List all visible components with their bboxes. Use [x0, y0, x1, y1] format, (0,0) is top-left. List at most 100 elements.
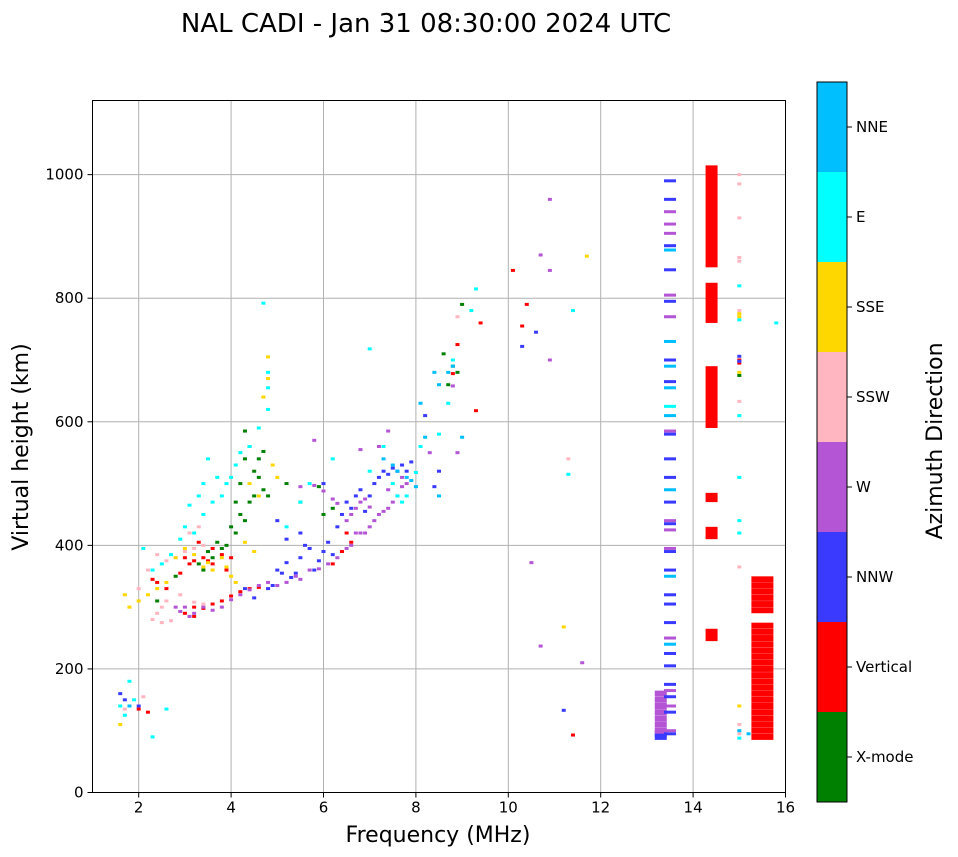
data-point	[224, 543, 229, 547]
data-point	[298, 485, 303, 489]
data-point	[737, 361, 742, 365]
data-point	[751, 709, 774, 716]
data-point	[441, 352, 446, 356]
data-point	[547, 358, 552, 362]
data-point	[751, 665, 774, 672]
data-point	[219, 494, 224, 498]
data-point	[256, 494, 261, 498]
data-point	[219, 553, 224, 557]
data-point	[349, 540, 354, 544]
data-point	[664, 404, 676, 408]
data-point	[252, 596, 257, 600]
data-point	[664, 732, 676, 736]
x-tick-label: 10	[499, 799, 518, 817]
data-point	[561, 708, 566, 712]
data-point	[737, 732, 742, 736]
data-point	[664, 574, 676, 578]
data-point	[737, 315, 742, 319]
data-point	[423, 435, 428, 439]
data-point	[173, 605, 178, 609]
data-point	[460, 302, 465, 306]
data-point	[404, 475, 409, 479]
data-point	[358, 500, 363, 504]
data-point	[219, 605, 224, 609]
data-point	[279, 571, 284, 575]
data-point	[122, 698, 127, 702]
data-point	[664, 293, 676, 297]
data-point	[252, 469, 257, 473]
data-point	[192, 531, 197, 535]
data-point	[330, 497, 335, 501]
data-point	[737, 359, 742, 363]
data-point	[737, 565, 742, 569]
data-point	[330, 457, 335, 461]
data-point	[266, 407, 271, 411]
data-point	[298, 531, 303, 535]
data-point	[390, 482, 395, 486]
data-point	[737, 354, 742, 358]
data-point	[664, 682, 676, 686]
data-point	[266, 386, 271, 390]
x-tick-label: 16	[776, 799, 795, 817]
data-point	[178, 593, 183, 597]
data-point	[664, 358, 676, 362]
data-point	[326, 562, 331, 566]
data-point	[400, 463, 405, 467]
data-point	[201, 512, 206, 516]
data-point	[210, 556, 215, 560]
data-point	[312, 568, 317, 572]
data-point	[386, 472, 391, 476]
data-point	[233, 500, 238, 504]
data-point	[418, 445, 423, 448]
colorbar-segment	[817, 172, 847, 262]
data-point	[751, 684, 774, 691]
data-point	[367, 347, 372, 351]
data-point	[242, 587, 247, 591]
data-point	[344, 519, 349, 523]
data-point	[122, 713, 127, 717]
data-point	[547, 197, 552, 201]
data-point	[751, 703, 774, 709]
data-point	[275, 475, 280, 479]
data-point	[413, 470, 418, 474]
data-point	[737, 414, 742, 418]
data-point	[455, 370, 460, 374]
data-point	[242, 540, 247, 544]
data-point	[367, 505, 372, 509]
data-point	[192, 553, 197, 557]
data-point	[737, 370, 742, 374]
data-point	[460, 435, 465, 439]
data-point	[210, 500, 215, 504]
data-point	[219, 556, 224, 560]
data-point	[654, 727, 667, 734]
data-point	[664, 248, 676, 252]
data-point	[469, 309, 474, 313]
data-point	[409, 478, 414, 482]
data-point	[437, 469, 441, 473]
data-point	[256, 426, 261, 430]
data-point	[330, 506, 335, 510]
data-point	[155, 587, 160, 591]
data-point	[737, 255, 742, 259]
data-point	[381, 445, 386, 448]
data-point	[367, 494, 372, 498]
data-point	[664, 222, 676, 226]
data-point	[654, 730, 667, 737]
data-point	[242, 519, 247, 523]
data-point	[664, 315, 676, 319]
data-point	[751, 628, 774, 635]
data-point	[289, 575, 294, 579]
data-point	[381, 509, 386, 513]
data-point	[664, 364, 676, 368]
data-point	[529, 561, 534, 565]
data-point	[737, 312, 742, 316]
data-bar	[705, 282, 718, 323]
data-point	[229, 574, 234, 578]
data-point	[266, 370, 271, 374]
data-point	[178, 609, 183, 613]
data-point	[751, 594, 774, 601]
data-point	[534, 330, 539, 334]
data-point	[284, 561, 289, 565]
data-point	[664, 475, 676, 479]
data-point	[169, 619, 174, 623]
